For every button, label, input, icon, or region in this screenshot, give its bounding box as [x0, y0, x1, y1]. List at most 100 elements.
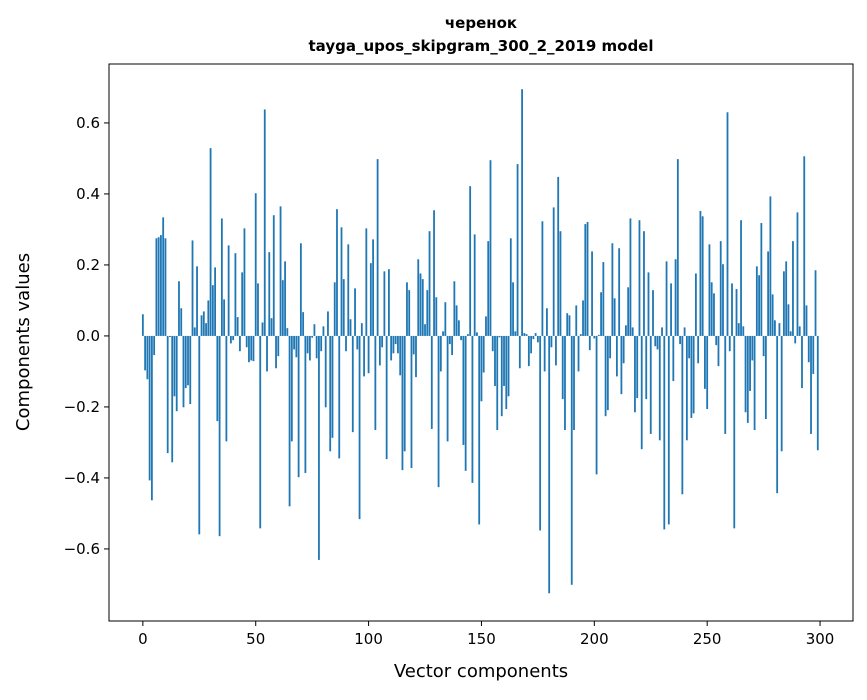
bar-component-71 [302, 312, 305, 336]
bar-component-99 [365, 228, 368, 336]
bar-component-248 [701, 216, 704, 336]
bar-component-229 [658, 335, 661, 441]
bar-component-265 [740, 220, 742, 336]
bar-component-75 [311, 335, 314, 338]
bar-component-172 [530, 335, 533, 354]
bar-component-249 [704, 335, 706, 389]
bar-component-242 [688, 335, 691, 359]
bar-component-214 [625, 325, 627, 336]
bar-component-56 [268, 252, 271, 336]
bar-component-174 [534, 333, 537, 336]
bar-component-67 [293, 335, 295, 350]
bar-component-122 [417, 259, 420, 336]
y-tick-label: 0.2 [76, 256, 100, 274]
bar-component-107 [383, 271, 386, 336]
bar-component-21 [189, 335, 192, 405]
bar-component-30 [209, 148, 212, 336]
bar-component-235 [672, 335, 675, 382]
bar-component-105 [378, 335, 381, 366]
bar-component-180 [548, 335, 551, 594]
bar-component-285 [785, 261, 788, 336]
bar-component-290 [796, 212, 799, 336]
bar-component-199 [591, 251, 593, 336]
bar-component-53 [261, 322, 264, 336]
bar-component-137 [451, 335, 454, 356]
bar-component-262 [733, 335, 736, 529]
bar-component-112 [394, 335, 397, 345]
bar-component-286 [787, 304, 790, 336]
bar-component-287 [789, 331, 792, 336]
bar-component-109 [388, 269, 390, 336]
bar-component-94 [354, 288, 356, 336]
x-tick-label: 0 [138, 630, 148, 648]
bar-component-223 [645, 335, 648, 400]
bar-component-68 [295, 335, 298, 358]
bar-component-90 [345, 335, 347, 352]
bar-component-72 [304, 335, 307, 473]
bar-component-241 [685, 335, 688, 441]
bar-component-234 [670, 283, 672, 336]
bar-component-92 [349, 319, 352, 336]
bar-component-282 [778, 323, 781, 336]
bar-component-121 [415, 335, 417, 378]
bar-component-254 [715, 335, 718, 346]
bar-component-198 [588, 335, 591, 351]
bar-component-181 [550, 335, 553, 348]
y-tick-label: −0.4 [64, 469, 100, 487]
bar-component-46 [245, 335, 248, 348]
x-tick-label: 200 [580, 630, 609, 648]
bar-component-119 [410, 335, 413, 468]
bar-component-39 [229, 335, 232, 344]
bar-component-216 [629, 218, 632, 336]
bar-component-43 [239, 335, 241, 352]
bar-component-166 [516, 164, 519, 336]
bar-component-73 [306, 335, 309, 354]
bar-component-80 [322, 326, 325, 336]
bar-component-238 [679, 335, 681, 345]
bar-component-212 [620, 335, 623, 395]
bar-component-273 [758, 275, 760, 336]
bar-component-97 [360, 323, 363, 336]
bar-component-179 [546, 308, 548, 336]
bar-component-5 [153, 335, 156, 356]
bar-component-146 [471, 335, 474, 483]
bar-component-83 [329, 335, 332, 452]
bar-component-103 [374, 335, 377, 431]
bar-component-200 [593, 335, 596, 339]
bar-component-232 [665, 261, 668, 336]
bar-component-259 [726, 112, 729, 336]
bar-component-65 [288, 335, 291, 507]
bar-component-191 [573, 335, 575, 431]
bar-component-177 [541, 221, 544, 336]
bar-component-33 [216, 335, 219, 422]
bar-component-293 [803, 156, 806, 336]
bar-component-36 [223, 299, 226, 336]
bar-component-10 [164, 238, 167, 336]
bar-component-245 [694, 273, 697, 336]
bar-component-193 [577, 335, 580, 372]
bar-component-2 [146, 335, 149, 380]
bar-component-264 [737, 323, 740, 336]
bar-component-294 [805, 305, 808, 336]
bar-component-289 [794, 335, 797, 344]
bar-component-66 [290, 335, 293, 442]
bar-component-14 [173, 335, 176, 397]
bar-component-260 [728, 335, 731, 352]
bar-component-211 [618, 248, 621, 336]
bar-component-152 [485, 316, 487, 336]
bar-component-7 [157, 237, 160, 336]
bar-component-87 [338, 335, 341, 459]
bar-component-18 [182, 335, 185, 408]
bar-component-59 [275, 335, 277, 369]
bar-component-203 [600, 292, 602, 336]
bar-component-126 [426, 290, 429, 336]
bar-component-170 [525, 334, 528, 336]
bar-component-100 [367, 335, 370, 374]
bar-component-139 [455, 305, 458, 336]
bar-component-3 [148, 335, 151, 481]
bar-component-244 [692, 335, 695, 414]
bar-component-111 [392, 335, 395, 354]
bar-component-228 [656, 335, 659, 350]
bar-component-231 [663, 335, 666, 530]
bar-component-11 [166, 335, 169, 454]
